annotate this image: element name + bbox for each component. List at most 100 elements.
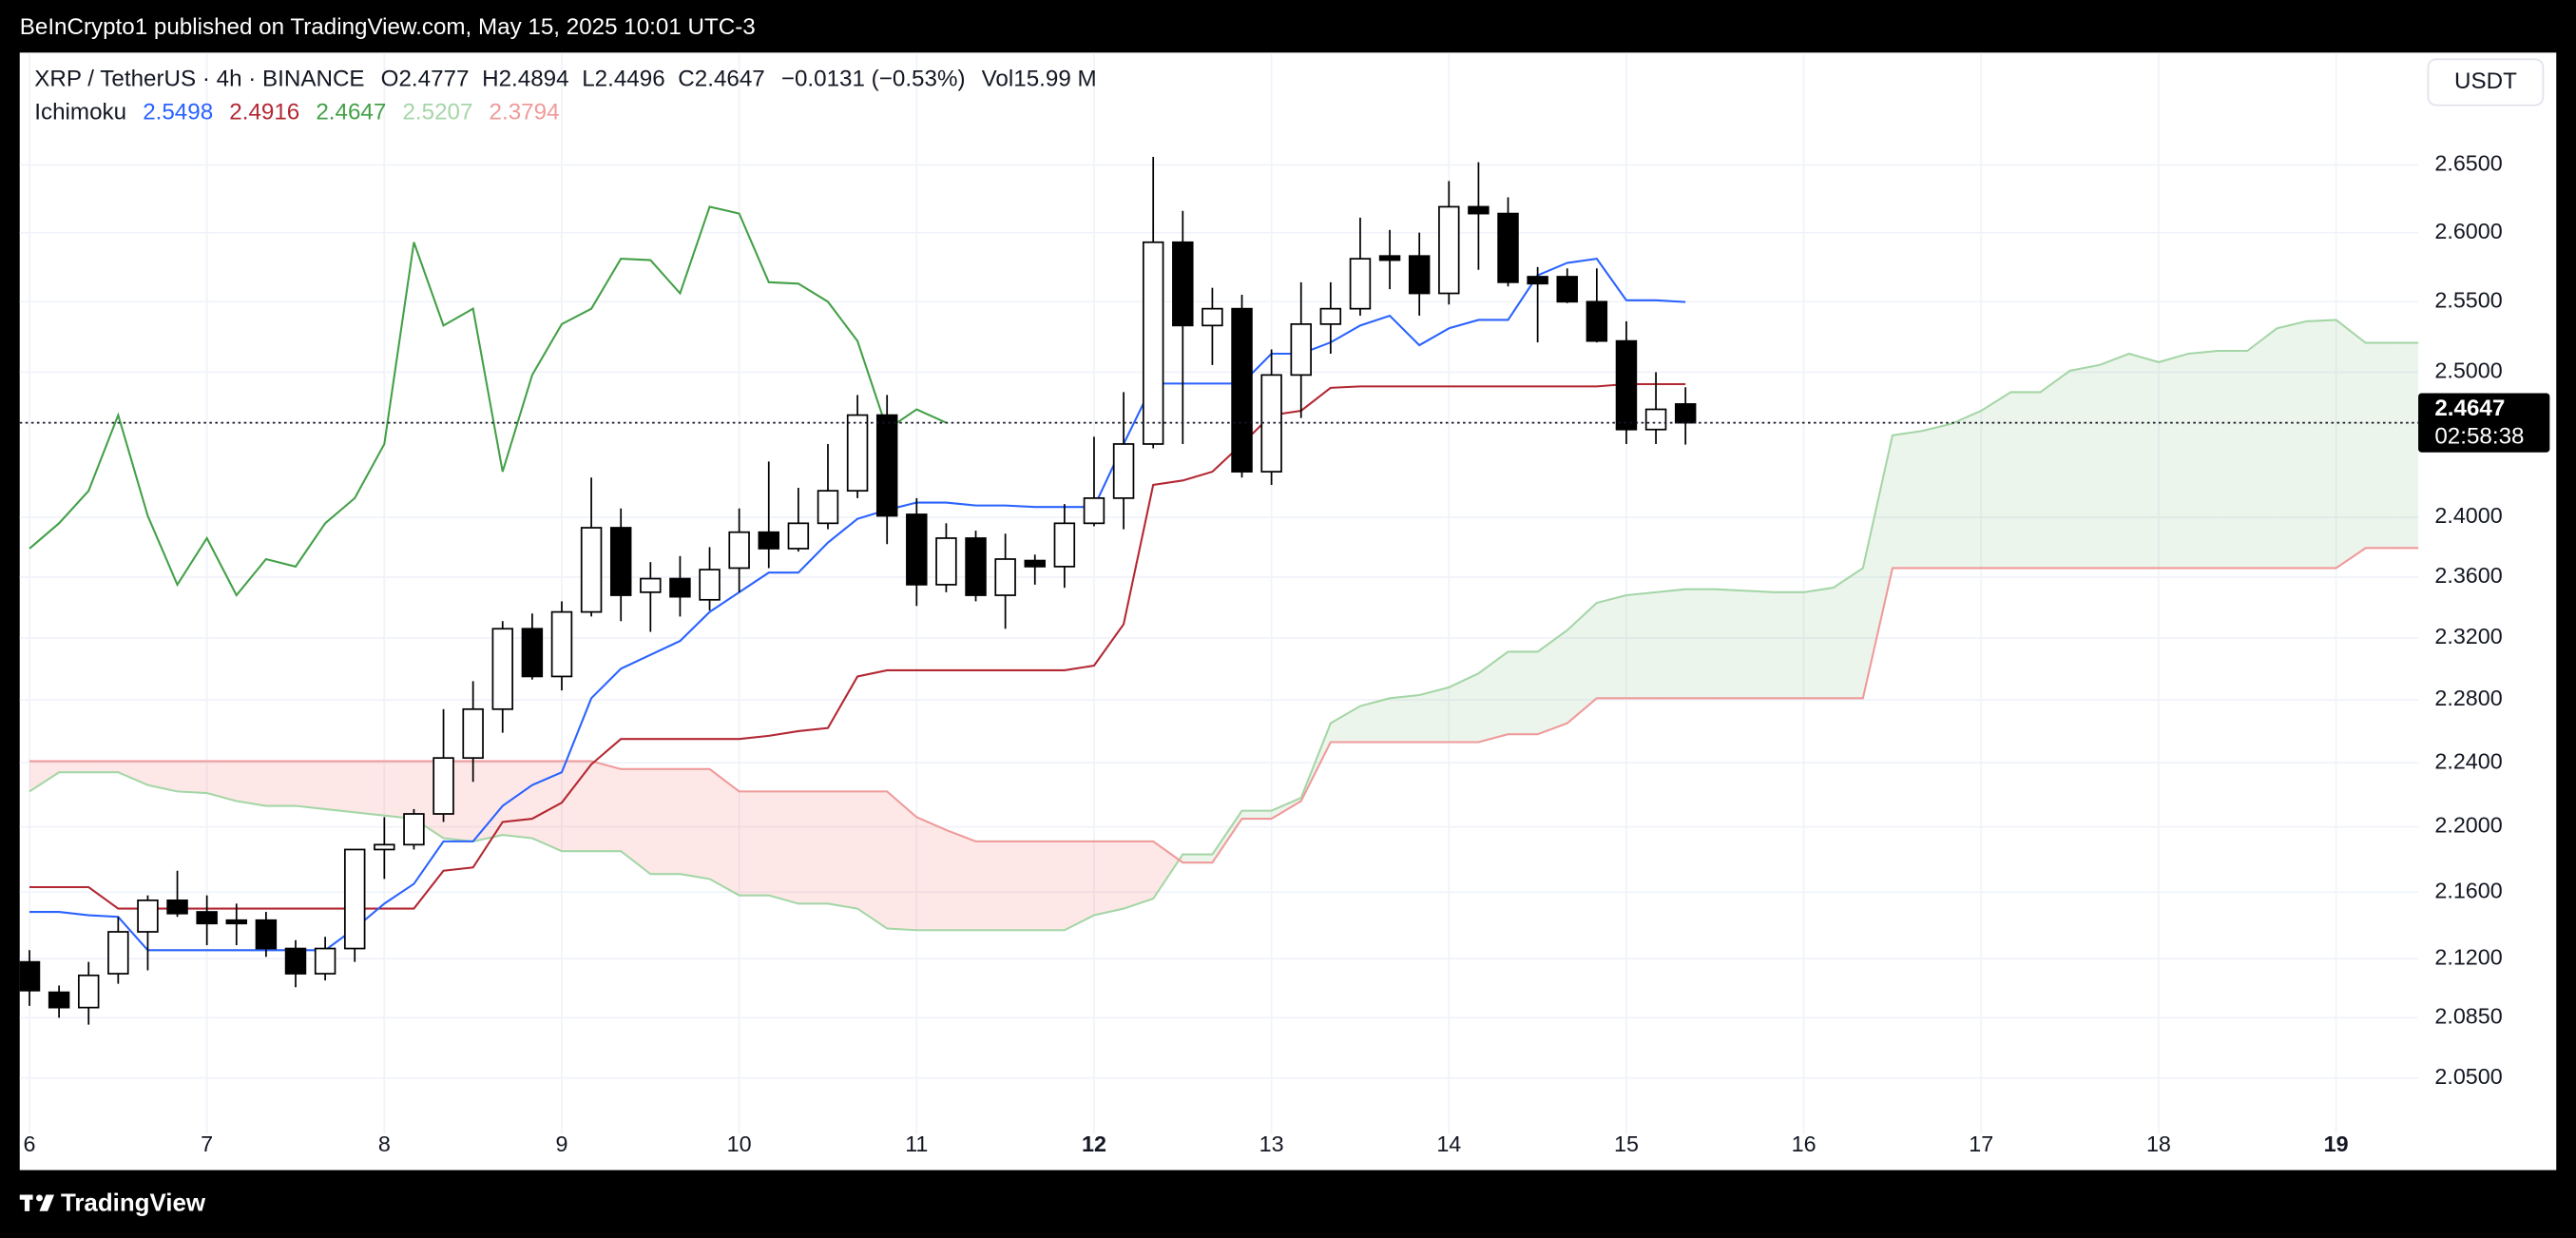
candle-body — [1024, 559, 1046, 568]
cloud-segment — [1625, 591, 1657, 699]
x-tick-label: 8 — [378, 1132, 391, 1156]
price-label-box — [2418, 393, 2550, 453]
candle-body — [166, 899, 188, 915]
cloud-segment — [2069, 364, 2100, 569]
candle-body — [137, 899, 159, 933]
candle-body — [1674, 403, 1697, 424]
y-tick-label: 2.3600 — [2434, 563, 2502, 588]
cloud-segment — [621, 768, 651, 875]
ohlc-label: H — [482, 67, 498, 92]
cloud-segment — [1774, 591, 1804, 699]
candle-body — [374, 843, 395, 851]
countdown: 02:58:38 — [2434, 424, 2524, 450]
candle-body — [728, 531, 750, 570]
change: −0.0131 (−0.53%) — [781, 67, 966, 92]
cloud-segment — [206, 761, 237, 802]
cloud-segment — [236, 761, 266, 806]
cloud-segment — [177, 761, 207, 794]
candle-body — [1527, 276, 1548, 285]
cloud-segment — [355, 761, 385, 816]
cloud-segment — [1685, 589, 1716, 699]
y-tick-label: 2.6500 — [2434, 151, 2502, 176]
cloud-segment — [2158, 353, 2189, 569]
indicator-value: 2.5498 — [143, 100, 213, 126]
indicator-name: Ichimoku — [34, 100, 126, 126]
candle-body — [965, 537, 987, 596]
axes: 2.6500 2.6000 2.5500 2.5000 2.4000 2.3600 2.32… — [24, 151, 2550, 1156]
ohlc-value: 2.4496 — [595, 67, 665, 92]
candle-body — [846, 414, 869, 493]
cloud-segment — [502, 761, 532, 839]
candle-body — [580, 527, 603, 613]
indicator-value: 2.5207 — [402, 100, 472, 126]
y-tick-label: 2.2000 — [2434, 813, 2502, 838]
x-tick-label: 9 — [555, 1132, 567, 1156]
cloud-segment — [59, 761, 89, 773]
price-label: 2.4647 — [2434, 396, 2505, 421]
candle-body — [817, 490, 839, 525]
currency[interactable]: USDT — [2454, 68, 2517, 94]
indicator-value: 2.4647 — [316, 100, 386, 126]
cloud-segment — [2336, 319, 2366, 569]
cloud-segment — [1596, 595, 1626, 699]
currency-box[interactable] — [2427, 58, 2545, 106]
cloud-segment — [1951, 411, 1982, 569]
cloud-segment — [1153, 841, 1183, 899]
candle-body — [19, 960, 41, 992]
cloud-segment — [1715, 589, 1745, 699]
volume-label: Vol — [982, 67, 1014, 92]
candle-body — [491, 628, 514, 710]
candle-body — [77, 974, 100, 1009]
candle-body — [107, 931, 129, 975]
candle-body — [1468, 205, 1490, 215]
cloud-segment — [1478, 651, 1509, 743]
cloud-segment — [680, 768, 710, 880]
y-tick-label: 2.1600 — [2434, 878, 2502, 902]
cloud-segment — [1182, 854, 1213, 863]
cloud-segment — [739, 791, 769, 896]
x-tick-label: 17 — [1969, 1132, 1993, 1156]
x-tick-label: 19 — [2324, 1132, 2349, 1156]
candle-body — [1556, 276, 1578, 303]
x-tick-label: 11 — [905, 1132, 928, 1156]
candle-body — [640, 577, 662, 593]
volume: 15.99 M — [1013, 67, 1096, 92]
cloud-segment — [88, 761, 119, 773]
candle-body — [1083, 497, 1105, 525]
candle-body — [875, 414, 898, 517]
cloud-segment — [1537, 629, 1567, 735]
cloud-segment — [1124, 841, 1154, 909]
candle-body — [284, 947, 307, 975]
candle-body — [906, 513, 928, 586]
cloud-segment — [1567, 603, 1597, 724]
cloud-segment — [2010, 392, 2041, 569]
x-tick-label: 7 — [201, 1132, 213, 1156]
candle-body — [255, 919, 278, 950]
cloud-segment — [1892, 431, 1923, 569]
candle-body — [1586, 300, 1608, 342]
candle-body — [1142, 241, 1164, 445]
symbol: XRP / TetherUS · 4h · BINANCE — [34, 67, 364, 92]
cloud-segment — [827, 791, 858, 909]
cloud-segment — [591, 761, 622, 852]
indicator-line — [29, 319, 2419, 932]
cloud-segment — [768, 791, 798, 904]
x-tick-label: 6 — [24, 1132, 36, 1156]
cloud-segment — [384, 761, 414, 820]
indicator-line — [29, 205, 947, 597]
plot — [19, 156, 2419, 1025]
indicator-value: 2.3794 — [490, 100, 560, 126]
cloud-segment — [2306, 319, 2336, 569]
cloud-segment — [1833, 568, 1863, 699]
y-tick-label: 2.3200 — [2434, 624, 2502, 648]
cloud-segment — [1390, 695, 1420, 743]
candle-body — [758, 531, 779, 550]
y-tick-label: 2.0500 — [2434, 1064, 2502, 1089]
x-tick-label: 16 — [1792, 1132, 1817, 1156]
cloud-segment — [2218, 351, 2248, 569]
cloud-segment — [1093, 841, 1125, 916]
candle-body — [1319, 307, 1342, 325]
cloud-segment — [531, 761, 562, 852]
candle-body — [669, 577, 691, 598]
candle-body — [609, 527, 632, 596]
